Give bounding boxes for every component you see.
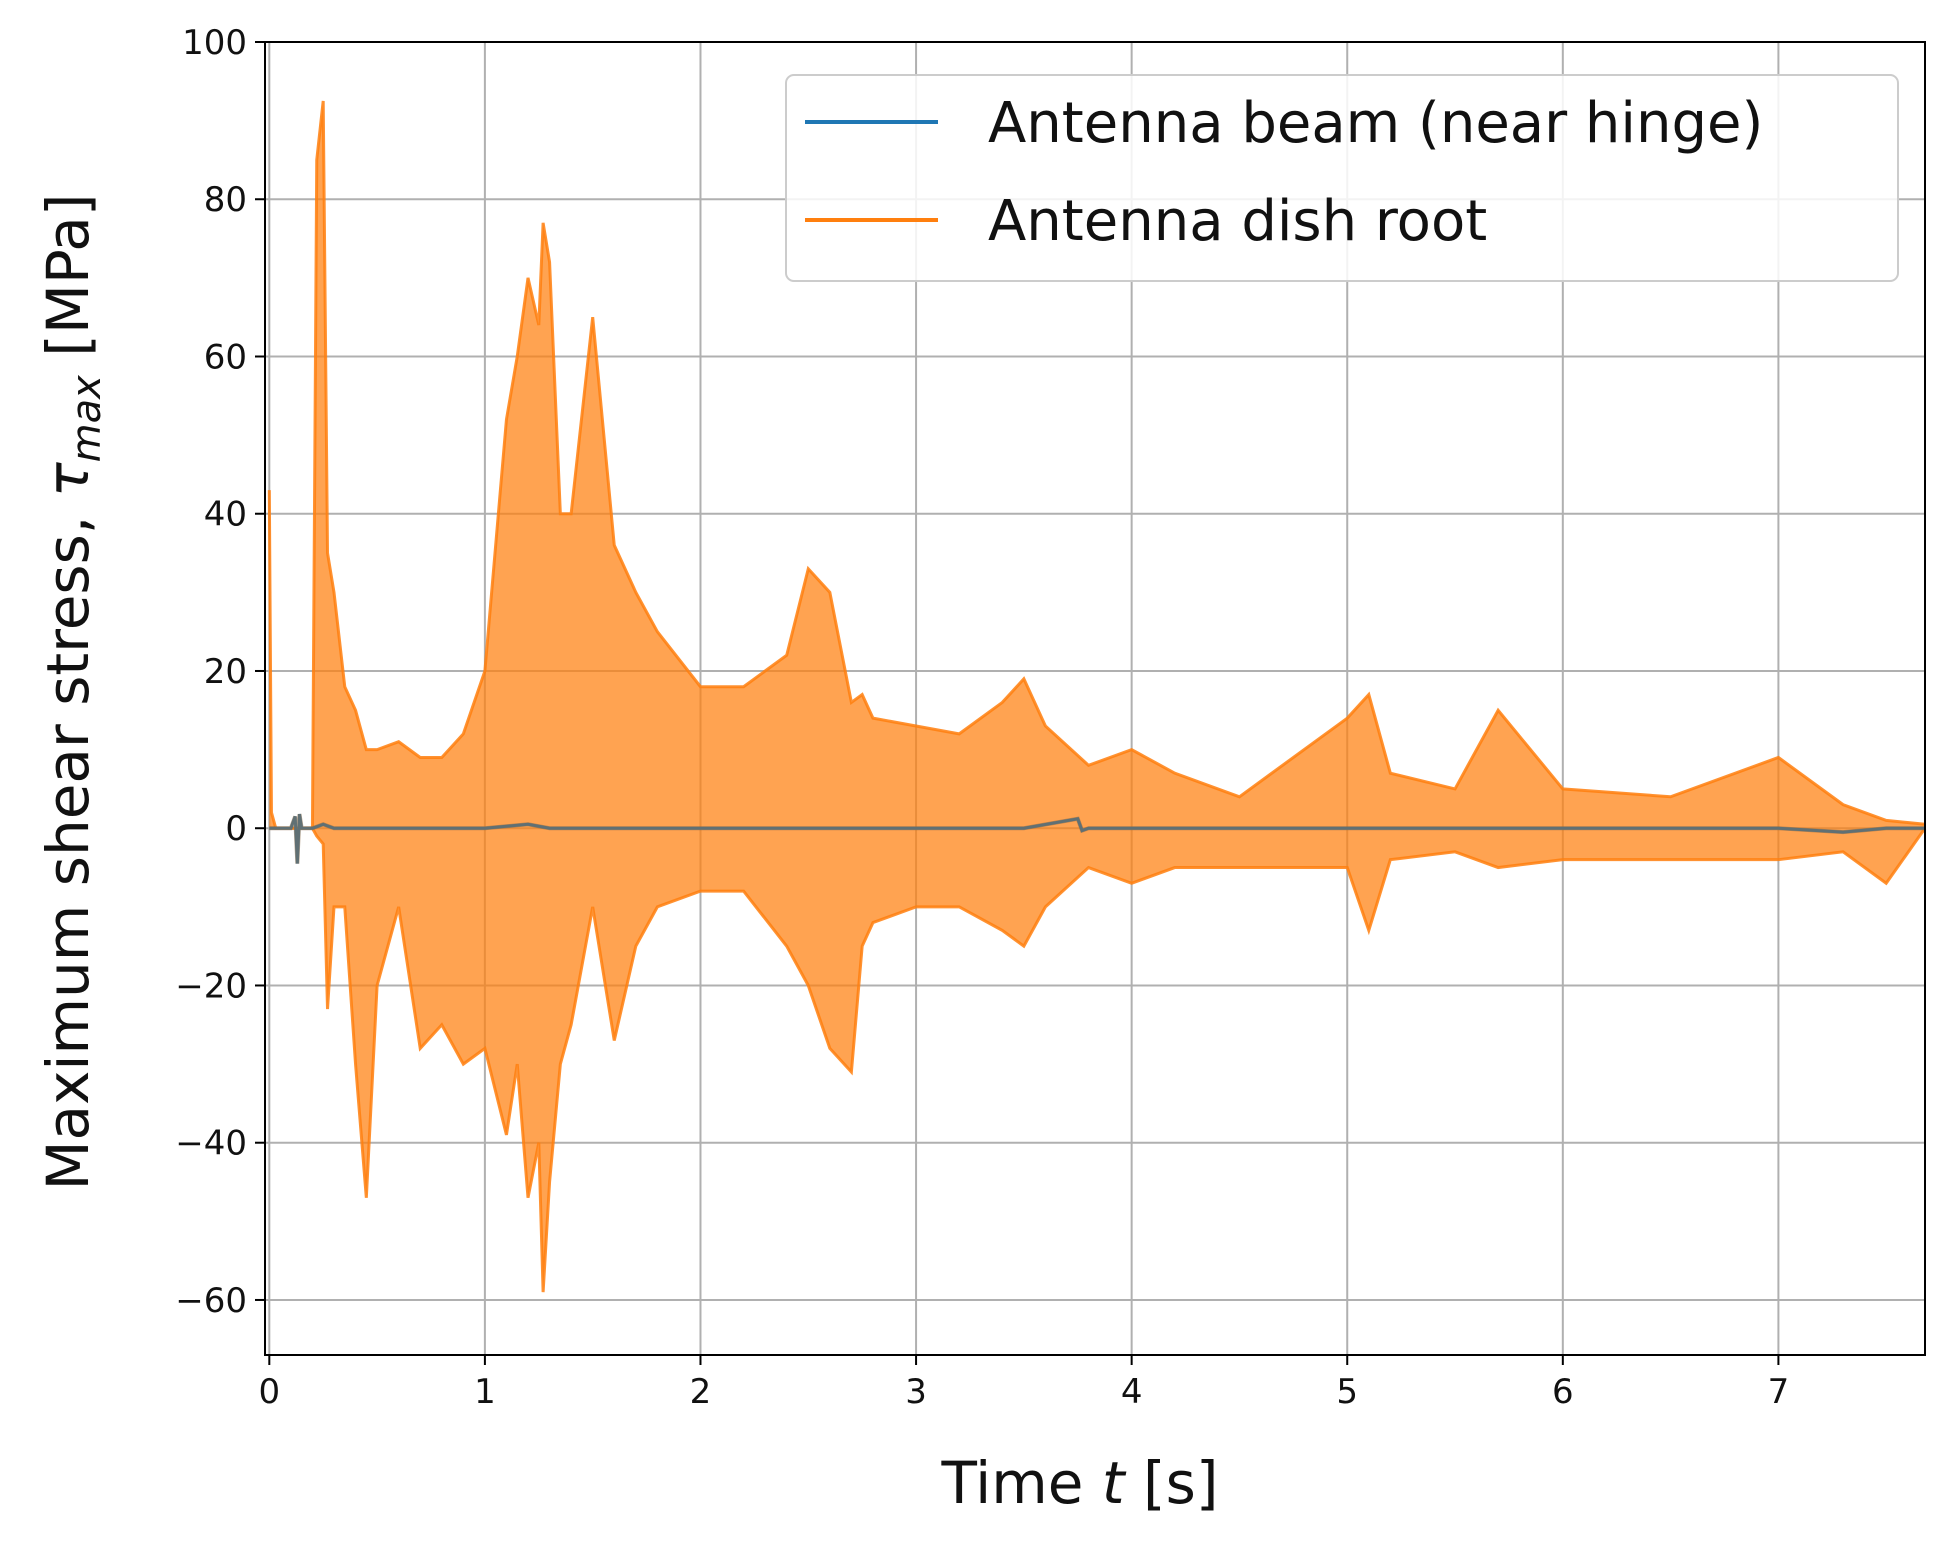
x-axis-title-var: t	[1102, 1449, 1127, 1517]
x-tick-label: 4	[1121, 1372, 1143, 1412]
x-axis-title-pre: Time	[940, 1449, 1101, 1517]
x-tick-label: 6	[1552, 1372, 1574, 1412]
y-tick-label: 100	[182, 23, 247, 63]
plot-frame	[264, 41, 1926, 1356]
legend-label-beam: Antenna beam (near hinge)	[988, 91, 1763, 156]
y-tick-label: 20	[204, 652, 247, 692]
x-axis-ticks: 0 1 2 3 4 5 6 7	[258, 1355, 1789, 1412]
x-tick-label: 5	[1336, 1372, 1358, 1412]
x-axis-title: Time t [s]	[940, 1449, 1218, 1517]
y-tick-label: −60	[175, 1281, 247, 1321]
y-tick-label: 60	[204, 337, 247, 377]
legend-box	[785, 74, 1899, 282]
y-tick-label: 40	[204, 495, 247, 535]
series-dish-root-upper	[267, 100, 1926, 830]
y-axis-title-pre: Maximum shear stress,	[34, 497, 102, 1190]
y-axis-title: Maximum shear stress, τmax [MPa]	[34, 194, 110, 1191]
x-axis-title-post: [s]	[1125, 1449, 1219, 1517]
y-tick-label: −40	[175, 1124, 247, 1164]
legend: Antenna beam (near hinge) Antenna dish r…	[785, 74, 1899, 282]
y-axis-ticks: −60 −40 −20 0 20 40 60 80 100	[175, 23, 265, 1321]
y-tick-label: 80	[204, 180, 247, 220]
series-overlap-band	[269, 813, 1925, 864]
x-tick-label: 1	[474, 1372, 496, 1412]
legend-label-dish: Antenna dish root	[988, 189, 1487, 254]
y-axis-title-post: [MPa]	[34, 194, 102, 376]
plot-series	[267, 100, 1927, 1293]
series-dish-root-lower	[269, 826, 1927, 1293]
series-dish-root-envelope	[269, 100, 1926, 1293]
y-axis-title-sub: max	[64, 375, 110, 462]
x-tick-label: 7	[1768, 1372, 1790, 1412]
y-tick-label: 0	[225, 809, 247, 849]
y-axis-title-var: τ	[34, 461, 102, 497]
y-tick-label: −20	[175, 966, 247, 1006]
x-tick-label: 2	[690, 1372, 712, 1412]
x-tick-label: 0	[258, 1372, 280, 1412]
x-tick-label: 3	[905, 1372, 927, 1412]
